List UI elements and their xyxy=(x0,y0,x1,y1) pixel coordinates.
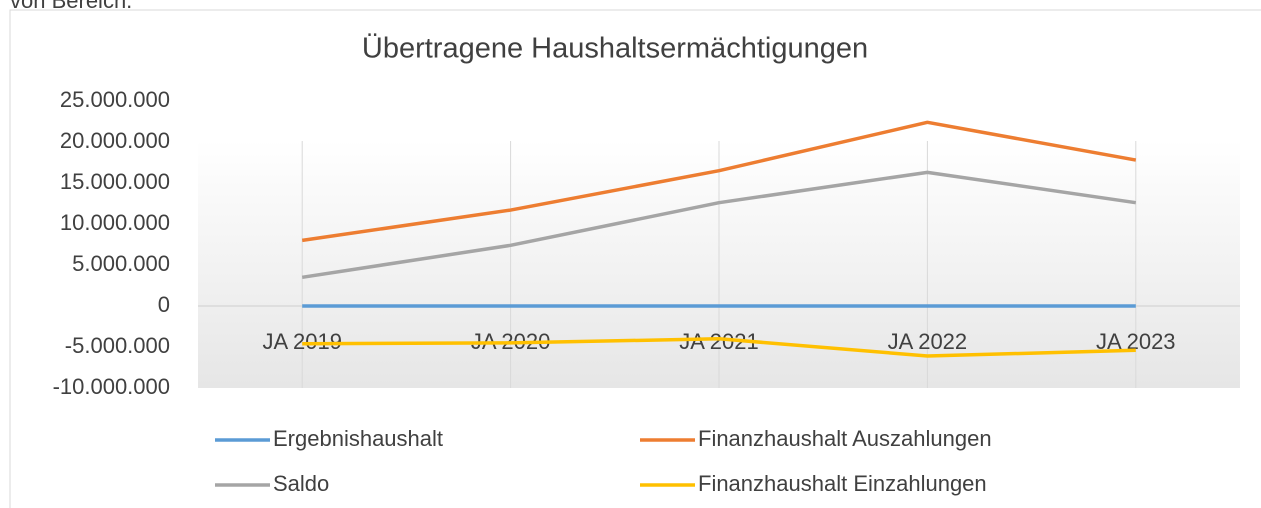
series-line xyxy=(301,120,1137,243)
y-tick-label: 15.000.000 xyxy=(60,169,170,194)
y-tick-label: 10.000.000 xyxy=(60,210,170,235)
y-tick-label: 0 xyxy=(158,292,170,317)
legend-label: Finanzhaushalt Einzahlungen xyxy=(698,471,987,496)
legend-label: Ergebnishaushalt xyxy=(273,426,443,451)
legend-label: Finanzhaushalt Auszahlungen xyxy=(698,426,992,451)
y-tick-label: 20.000.000 xyxy=(60,128,170,153)
series-line xyxy=(302,337,1136,358)
y-tick-label: 5.000.000 xyxy=(72,251,170,276)
y-tick-label: -5.000.000 xyxy=(65,333,170,358)
x-tick-label: JA 2019 xyxy=(262,329,342,354)
chart-title: Übertragene Haushaltsermächtigungen xyxy=(362,33,868,65)
legend-label: Saldo xyxy=(273,471,329,496)
y-tick-label: 25.000.000 xyxy=(60,87,170,112)
y-tick-label: -10.000.000 xyxy=(53,374,170,399)
series-line xyxy=(301,170,1137,280)
x-tick-label: JA 2022 xyxy=(888,329,968,354)
